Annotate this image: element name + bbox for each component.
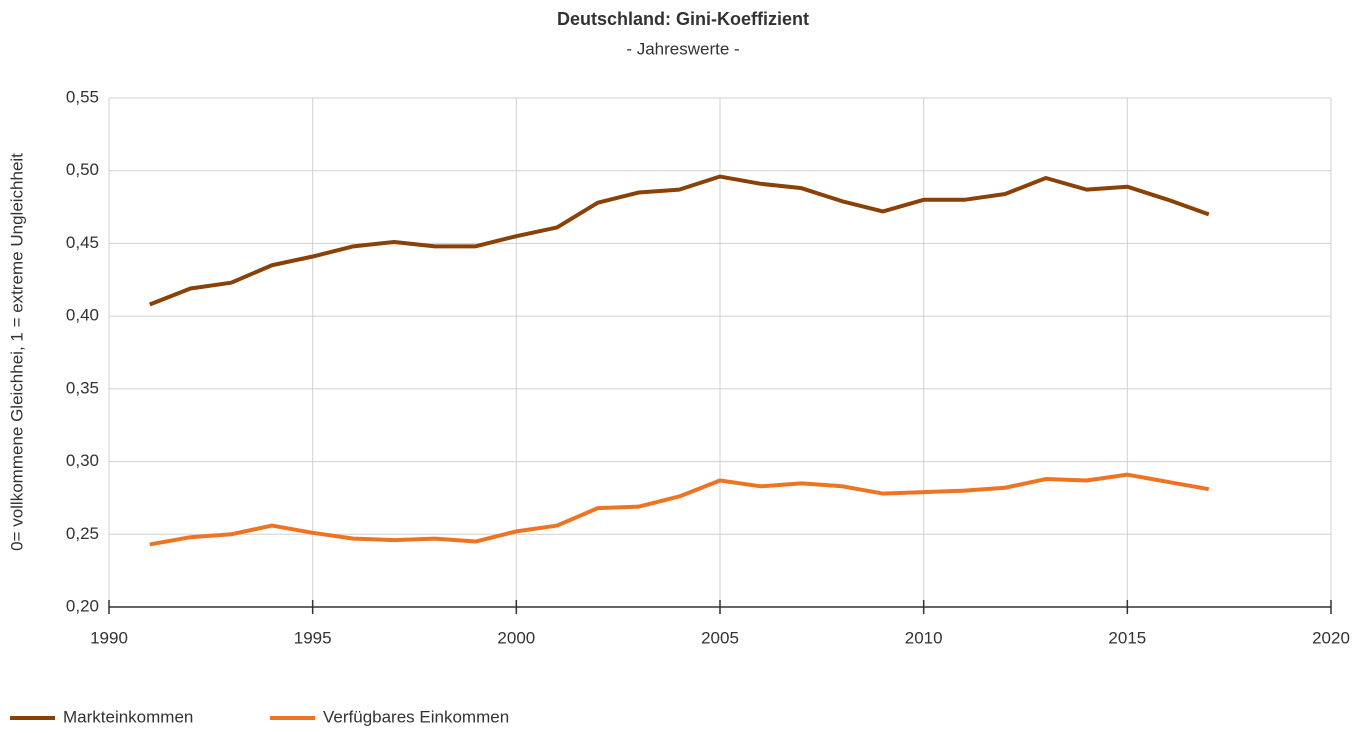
y-tick-label: 0,40 xyxy=(66,306,99,325)
y-tick-label: 0,50 xyxy=(66,160,99,179)
x-tick-label: 2015 xyxy=(1108,628,1146,647)
y-tick-label: 0,45 xyxy=(66,233,99,252)
chart-title: Deutschland: Gini-Koeffizient xyxy=(557,9,809,29)
line-series xyxy=(149,174,1210,307)
x-tick-label: 2010 xyxy=(905,628,943,647)
y-tick-label: 0,35 xyxy=(66,378,99,397)
legend-label: Verfügbares Einkommen xyxy=(323,707,509,726)
y-tick-label: 0,25 xyxy=(66,524,99,543)
x-tick-label: 2020 xyxy=(1312,628,1350,647)
y-tick-label: 0,30 xyxy=(66,451,99,470)
y-tick-label: 0,55 xyxy=(66,87,99,106)
x-tick-label: 2000 xyxy=(497,628,535,647)
y-tick-label: 0,20 xyxy=(66,596,99,615)
chart-subtitle: - Jahreswerte - xyxy=(626,39,739,58)
y-axis-label: 0= vollkommene Gleichhei, 1 = extreme Un… xyxy=(7,153,26,551)
x-tick-label: 2005 xyxy=(701,628,739,647)
x-tick-label: 1990 xyxy=(90,628,128,647)
legend-label: Markteinkommen xyxy=(63,707,193,726)
line-series xyxy=(149,472,1210,547)
x-tick-label: 1995 xyxy=(294,628,332,647)
